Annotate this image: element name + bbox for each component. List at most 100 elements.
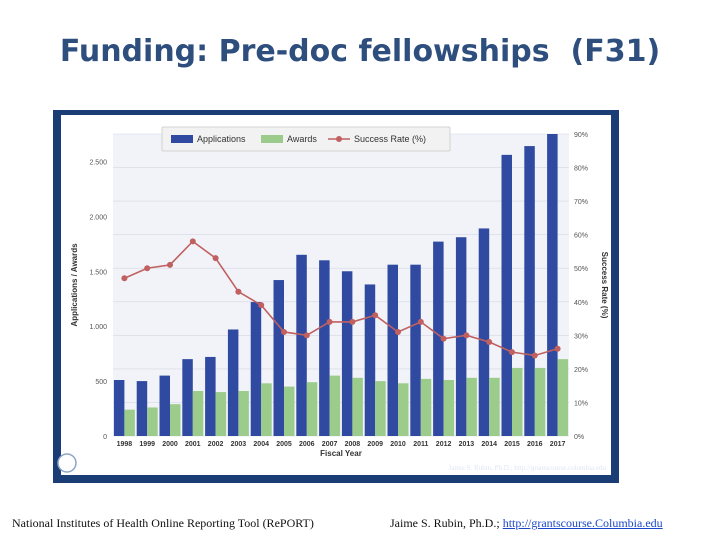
bar-applications bbox=[524, 146, 535, 436]
success-rate-point bbox=[281, 328, 287, 335]
y2-axis-title: Success Rate (%) bbox=[600, 252, 609, 319]
bar-applications bbox=[478, 228, 490, 436]
success-rate-point bbox=[440, 335, 447, 342]
bar-applications bbox=[547, 134, 558, 436]
bar-awards bbox=[534, 367, 546, 436]
footer-source: National Institutes of Health Online Rep… bbox=[12, 516, 314, 530]
x-tick-label: 1998 bbox=[117, 441, 133, 448]
footer-credit-text: Jaime S. Rubin, Ph.D.; bbox=[390, 516, 503, 530]
bar-awards bbox=[443, 379, 455, 436]
bar-applications bbox=[501, 154, 512, 436]
chart-frame: 0% 10% 20% 30% 40% 50% 60% 70% 80% 90% 0 500 1.000 1.… bbox=[53, 110, 619, 483]
success-rate-point bbox=[531, 352, 538, 359]
bar-awards bbox=[352, 377, 363, 436]
success-rate-point bbox=[554, 345, 561, 352]
bar-awards bbox=[512, 367, 523, 436]
x-tick-label: 2012 bbox=[436, 441, 452, 448]
x-tick-label: 2007 bbox=[322, 441, 338, 448]
footer-credit: Jaime S. Rubin, Ph.D.; http://grantscour… bbox=[390, 516, 663, 531]
y-tick-label: 2.000 bbox=[89, 214, 107, 221]
success-rate-point bbox=[326, 318, 333, 325]
legend-swatch-applications bbox=[171, 135, 193, 143]
bar-applications bbox=[319, 260, 330, 436]
legend-swatch-success-marker bbox=[336, 136, 342, 142]
legend-label-success-rate: Success Rate (%) bbox=[354, 134, 426, 144]
bar-awards bbox=[375, 381, 386, 436]
bar-awards bbox=[489, 377, 500, 436]
bar-applications bbox=[159, 375, 170, 436]
y2-tick-label: 90% bbox=[574, 132, 588, 139]
x-tick-label: 2003 bbox=[231, 441, 247, 448]
bar-awards bbox=[192, 390, 204, 436]
bar-applications bbox=[113, 379, 125, 436]
bar-awards bbox=[466, 377, 477, 436]
bar-applications bbox=[227, 329, 239, 436]
x-tick-label: 2010 bbox=[390, 441, 406, 448]
bar-awards bbox=[306, 382, 318, 436]
x-tick-label: 2001 bbox=[185, 441, 201, 448]
bar-awards bbox=[420, 378, 432, 436]
bar-awards bbox=[170, 404, 181, 436]
x-tick-label: 2017 bbox=[550, 441, 566, 448]
y2-tick-label: 30% bbox=[574, 333, 588, 340]
plot-area bbox=[113, 134, 569, 436]
y2-tick-label: 60% bbox=[574, 233, 588, 240]
x-tick-label: 2011 bbox=[413, 441, 428, 448]
legend-label-applications: Applications bbox=[197, 134, 246, 144]
bar-awards bbox=[124, 409, 135, 436]
y2-tick-label: 20% bbox=[574, 367, 588, 374]
funding-chart: 0% 10% 20% 30% 40% 50% 60% 70% 80% 90% 0 500 1.000 1.… bbox=[57, 115, 611, 475]
legend-label-awards: Awards bbox=[287, 134, 317, 144]
y-axis-title: Applications / Awards bbox=[70, 243, 79, 327]
success-rate-point bbox=[303, 332, 310, 339]
bar-awards bbox=[238, 390, 249, 436]
bar-awards bbox=[398, 383, 409, 436]
bar-applications bbox=[387, 264, 398, 436]
bar-applications bbox=[433, 241, 444, 436]
success-rate-point bbox=[349, 318, 356, 325]
success-rate-point bbox=[486, 339, 493, 346]
bar-awards bbox=[284, 386, 295, 436]
bar-awards bbox=[147, 407, 158, 436]
success-rate-point bbox=[167, 261, 173, 268]
x-tick-label: 2015 bbox=[504, 441, 520, 448]
y-tick-label: 2.500 bbox=[89, 159, 107, 166]
x-tick-label: 2005 bbox=[276, 441, 292, 448]
bar-applications bbox=[136, 381, 148, 436]
chart-credit: Jaime S. Rubin, Ph.D.; http://grantscour… bbox=[449, 464, 607, 472]
x-axis-title: Fiscal Year bbox=[320, 449, 362, 458]
bar-awards bbox=[261, 383, 272, 436]
x-tick-label: 2004 bbox=[253, 441, 269, 448]
success-rate-point bbox=[463, 332, 470, 339]
success-rate-point bbox=[121, 275, 128, 282]
bar-applications bbox=[205, 356, 216, 436]
y2-tick-label: 40% bbox=[574, 300, 588, 307]
bar-applications bbox=[182, 359, 193, 436]
nih-logo-icon bbox=[57, 453, 77, 473]
legend-swatch-awards bbox=[261, 135, 283, 143]
x-tick-label: 2008 bbox=[345, 441, 361, 448]
y-tick-label: 1.500 bbox=[89, 269, 107, 276]
success-rate-line bbox=[124, 240, 558, 357]
logo-text: NIH Data Book bbox=[80, 461, 127, 468]
y-tick-label: 0 bbox=[103, 434, 107, 441]
slide-title: Funding: Pre-doc fellowships (F31) bbox=[59, 34, 661, 69]
success-rate-point bbox=[144, 265, 151, 272]
success-rate-point bbox=[189, 238, 196, 245]
y2-tick-label: 10% bbox=[574, 400, 588, 407]
bar-awards bbox=[215, 392, 227, 436]
y-tick-label: 500 bbox=[95, 379, 107, 386]
x-tick-label: 2014 bbox=[481, 441, 497, 448]
y2-tick-label: 50% bbox=[574, 266, 588, 273]
bar-applications bbox=[273, 280, 284, 436]
logo-nih: NIH Data Book bbox=[57, 453, 127, 473]
x-tick-label: 1999 bbox=[139, 441, 155, 448]
success-rate-point bbox=[372, 312, 379, 319]
y2-tick-label: 0% bbox=[574, 434, 584, 441]
bar-awards bbox=[329, 375, 341, 436]
x-tick-label: 2016 bbox=[527, 441, 543, 448]
success-rate-point bbox=[258, 302, 265, 309]
y2-tick-label: 80% bbox=[574, 166, 588, 173]
bar-applications bbox=[341, 271, 353, 436]
footer-link[interactable]: http://grantscourse.Columbia.edu bbox=[502, 516, 663, 530]
